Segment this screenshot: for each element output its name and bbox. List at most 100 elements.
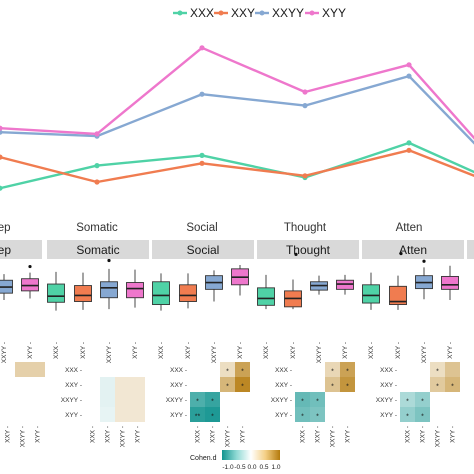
box-x-tick-atten-xxx: XXX - xyxy=(368,342,375,359)
line-point-xxx-2 xyxy=(199,152,205,158)
line-x-axis: Dep Somatic Social Thought Atten xyxy=(0,222,422,234)
heat-row-label-thought-xxx: XXX - xyxy=(275,367,292,374)
line-x-tick-atten: Atten xyxy=(396,222,423,234)
heat-cell-somatic-2-3 xyxy=(130,392,145,407)
line-point-xxx-0 xyxy=(0,185,3,191)
heat-col-label-dep-xyy: XYY - xyxy=(35,426,42,443)
heat-cell-thought-1-3 xyxy=(340,377,355,392)
box-x-tick-social-xyy: XYY - xyxy=(237,342,244,359)
heat-cell-social-0-2 xyxy=(220,362,235,377)
heat-col-label-dep-xxyy: XXYY - xyxy=(20,426,27,447)
heat-star-thought-3-1: * xyxy=(316,414,319,421)
heat-row-label-somatic-xxyy: XXYY - xyxy=(61,397,82,404)
strip-social xyxy=(152,240,254,259)
heat-col-label-social-xyy: XYY - xyxy=(240,426,247,443)
heat-cell-somatic-1-1 xyxy=(100,377,115,392)
strip-extra xyxy=(467,240,474,259)
legend-label-xxx: XXX xyxy=(190,6,214,20)
line-series-xxyy xyxy=(0,74,474,145)
heat-star-atten-3-1: * xyxy=(421,414,424,421)
heat-cell-somatic-3-3 xyxy=(130,407,145,422)
heat-star-atten-2-1: * xyxy=(421,399,424,406)
heat-star-social-0-2: * xyxy=(226,369,229,376)
line-point-xxy-0 xyxy=(0,154,3,160)
heat-row-label-thought-xyy: XYY - xyxy=(275,412,292,419)
box-social-xxy xyxy=(179,284,197,302)
strip-label-thought: Thought xyxy=(286,243,331,257)
heat-cell-thought-0-2 xyxy=(325,362,340,377)
line-point-xxx-4 xyxy=(406,140,412,146)
box-x-tick-atten-xyy: XYY - xyxy=(447,342,454,359)
heat-star-social-3-0: ** xyxy=(195,414,201,421)
heat-cell-atten-2-0 xyxy=(400,392,415,407)
heat-row-label-atten-xxx: XXX - xyxy=(380,367,397,374)
line-point-xyy-0 xyxy=(0,125,3,131)
box-social-xxx xyxy=(152,281,170,306)
heat-col-label-atten-xxx: XXX - xyxy=(405,426,412,443)
heat-star-social-1-2: * xyxy=(226,384,229,391)
box-atten-xyy xyxy=(441,275,459,290)
line-x-tick-social: Social xyxy=(186,222,217,234)
box-x-tick-somatic-xxx: XXX - xyxy=(53,342,60,359)
heat-col-label-social-xxx: XXX - xyxy=(195,426,202,443)
strip-label-dep: Dep xyxy=(0,243,11,257)
legend-marker-xxy xyxy=(218,10,224,16)
heat-star-thought-2-0: * xyxy=(301,399,304,406)
box-x-tick-atten-xxy: XXY - xyxy=(395,342,402,359)
strip-label-somatic: Somatic xyxy=(76,243,119,257)
heat-cell-somatic-3-1 xyxy=(100,407,115,422)
legend-label-xxyy: XXYY xyxy=(272,6,304,20)
strip-atten xyxy=(362,240,464,259)
heat-cell-somatic-0-2 xyxy=(115,362,130,377)
box-x-tick-thought-xxy: XXY - xyxy=(290,342,297,359)
heat-row-label-social-xxx: XXX - xyxy=(170,367,187,374)
heat-cell-social-2-1 xyxy=(205,392,220,407)
heat-cell-social-2-0 xyxy=(190,392,205,407)
heat-cell-thought-2-0 xyxy=(295,392,310,407)
boxplots: XXX - XXY - XXYY - XYY - XXX - XXY - XXYY - XYY… xyxy=(0,252,459,363)
line-point-xxyy-2 xyxy=(199,91,205,97)
heat-cell-atten-0-3 xyxy=(445,362,460,377)
heat-cell-somatic-1-2 xyxy=(115,377,130,392)
heat-row-label-somatic-xyy: XYY - xyxy=(65,412,82,419)
box-x-tick-somatic-xxy: XXY - xyxy=(80,342,87,359)
line-point-xyy-3 xyxy=(302,89,308,95)
legend-marker-xxx xyxy=(177,10,183,16)
box-x-tick-thought-xyy: XYY - xyxy=(342,342,349,359)
box-x-tick-thought-xxyy: XXYY - xyxy=(316,342,323,363)
line-x-tick-thought: Thought xyxy=(284,222,327,234)
heat-col-label-atten-xxyy: XXYY - xyxy=(435,426,442,447)
box-outlier-extra-1 xyxy=(399,252,403,256)
heat-row-label-social-xxyy: XXYY - xyxy=(166,397,187,404)
heat-star-thought-2-1: * xyxy=(316,399,319,406)
heat-star-thought-0-3: * xyxy=(346,369,349,376)
heat-col-label-thought-xxyy: XXYY - xyxy=(330,426,337,447)
box-x-tick-dep-xxyy: XXYY - xyxy=(1,342,8,363)
line-point-xxx-1 xyxy=(94,163,100,169)
heat-cell-somatic-2-2 xyxy=(115,392,130,407)
heat-star-social-2-0: * xyxy=(196,399,199,406)
line-point-xxy-4 xyxy=(406,147,412,153)
heat-cell-somatic-2-1 xyxy=(100,392,115,407)
heat-star-social-0-3: * xyxy=(241,369,244,376)
line-x-tick-dep: Dep xyxy=(0,222,11,234)
line-point-xxy-2 xyxy=(199,160,205,166)
box-somatic-xxyy xyxy=(100,281,118,299)
heat-row-label-social-xxy: XXY - xyxy=(170,382,187,389)
heat-cell-atten-2-1 xyxy=(415,392,430,407)
colorbar-tick-1: -0.5 xyxy=(234,464,246,471)
heat-cell-somatic-0-3 xyxy=(130,362,145,377)
box-outlier-dep-xyy xyxy=(28,264,32,269)
heat-star-atten-3-0: * xyxy=(406,414,409,421)
box-x-tick-social-xxx: XXX - xyxy=(158,342,165,359)
heat-col-label-somatic-xxy: XXY - xyxy=(105,426,112,443)
heat-cell-atten-0-2 xyxy=(430,362,445,377)
heat-col-label-thought-xxy: XXY - xyxy=(315,426,322,443)
heat-star-atten-2-0: * xyxy=(406,399,409,406)
line-point-xyy-4 xyxy=(406,62,412,68)
box-thought-xxx xyxy=(257,287,275,306)
heat-col-label-thought-xyy: XYY - xyxy=(345,426,352,443)
heat-cell-atten-3-0 xyxy=(400,407,415,422)
line-point-xxyy-4 xyxy=(406,73,412,79)
